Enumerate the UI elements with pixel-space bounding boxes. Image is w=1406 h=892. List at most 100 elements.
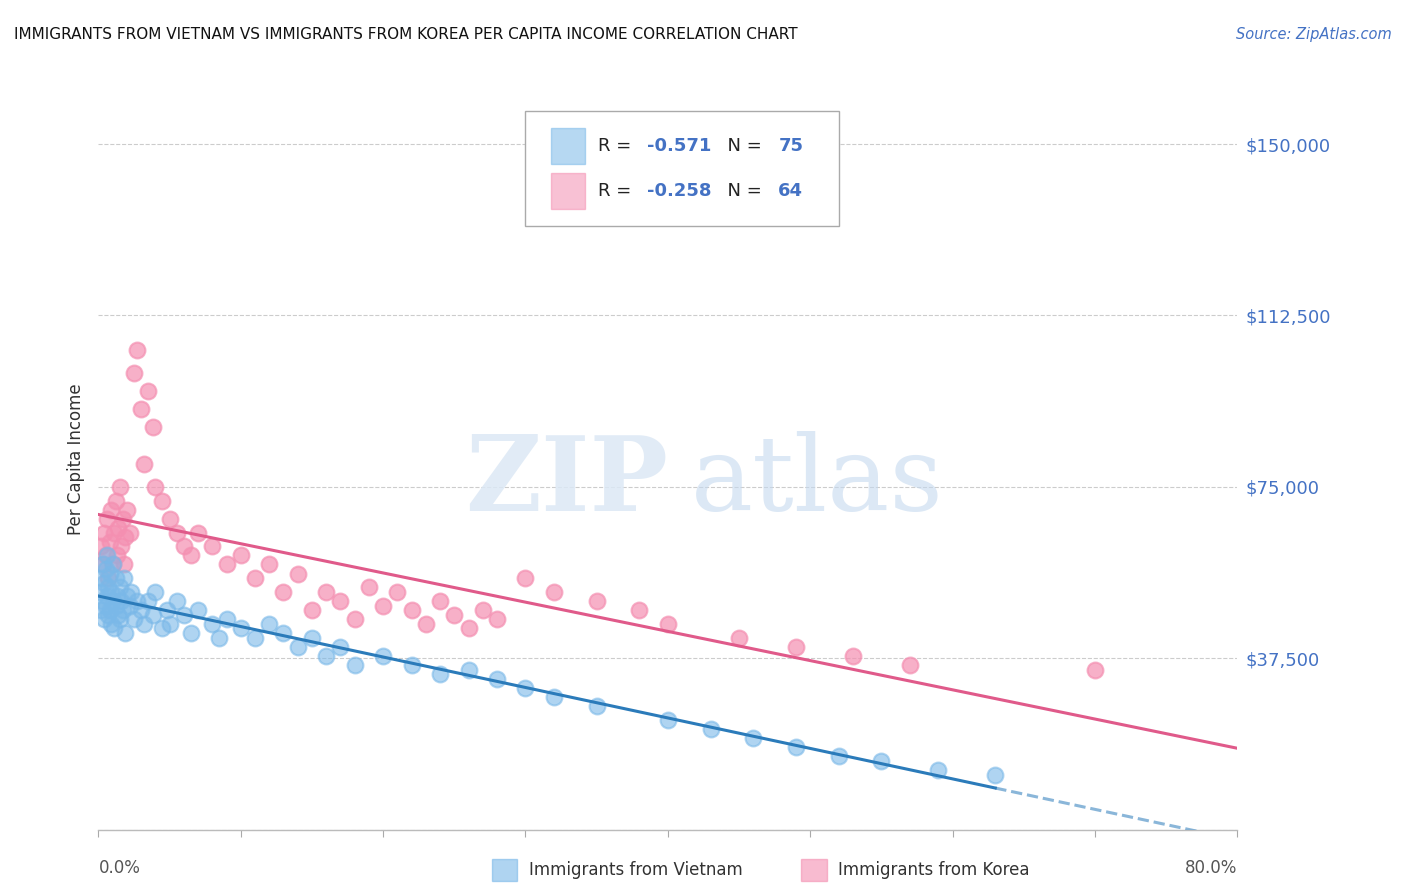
Point — [89, 585, 111, 599]
Point — [98, 566, 121, 581]
Point — [141, 420, 163, 434]
Point — [243, 631, 266, 645]
Point — [984, 768, 1007, 782]
Point — [301, 603, 323, 617]
FancyBboxPatch shape — [526, 112, 839, 227]
Y-axis label: Per Capita Income: Per Capita Income — [67, 384, 86, 535]
Point — [585, 594, 607, 608]
Point — [91, 594, 114, 608]
Point — [785, 740, 807, 755]
Point — [125, 594, 148, 608]
Point — [443, 607, 465, 622]
FancyBboxPatch shape — [551, 128, 585, 164]
Point — [108, 580, 131, 594]
Point — [141, 607, 163, 622]
Point — [103, 525, 125, 540]
Point — [259, 558, 281, 572]
Text: -0.258: -0.258 — [647, 182, 711, 200]
Point — [94, 599, 117, 613]
Point — [112, 558, 135, 572]
Point — [728, 631, 751, 645]
Point — [180, 549, 202, 563]
Point — [457, 622, 479, 636]
Point — [94, 549, 117, 563]
Point — [125, 343, 148, 357]
Point — [120, 585, 142, 599]
Point — [471, 603, 494, 617]
Point — [201, 539, 224, 553]
Point — [100, 502, 122, 516]
Point — [114, 626, 136, 640]
Text: 0.0%: 0.0% — [98, 859, 141, 877]
Point — [180, 626, 202, 640]
Point — [429, 667, 451, 681]
Point — [136, 594, 159, 608]
Point — [108, 480, 131, 494]
Point — [132, 457, 155, 471]
Point — [543, 585, 565, 599]
Point — [329, 640, 352, 654]
Point — [96, 590, 118, 604]
Point — [101, 558, 124, 572]
Point — [870, 754, 893, 768]
Point — [118, 599, 141, 613]
Point — [91, 558, 114, 572]
Point — [129, 402, 152, 417]
Point — [122, 612, 145, 626]
Point — [215, 612, 238, 626]
Point — [173, 539, 195, 553]
Point — [159, 616, 181, 631]
Point — [742, 731, 765, 746]
Point — [90, 603, 112, 617]
Point — [156, 603, 179, 617]
Point — [122, 366, 145, 380]
Point — [97, 607, 120, 622]
Text: N =: N = — [716, 137, 768, 155]
Text: Immigrants from Korea: Immigrants from Korea — [838, 861, 1029, 880]
Point — [401, 658, 423, 673]
Point — [208, 631, 231, 645]
Point — [90, 539, 112, 553]
Point — [927, 763, 949, 777]
Point — [110, 539, 132, 553]
Point — [315, 648, 337, 663]
Point — [108, 612, 131, 626]
Point — [100, 616, 122, 631]
Point — [301, 631, 323, 645]
Point — [114, 530, 136, 544]
Point — [273, 585, 295, 599]
Point — [105, 549, 128, 563]
Point — [429, 594, 451, 608]
Point — [201, 616, 224, 631]
Point — [515, 571, 537, 585]
Point — [229, 549, 252, 563]
Point — [657, 616, 679, 631]
Point — [699, 722, 721, 736]
Point — [93, 575, 115, 590]
Point — [101, 594, 124, 608]
Text: IMMIGRANTS FROM VIETNAM VS IMMIGRANTS FROM KOREA PER CAPITA INCOME CORRELATION C: IMMIGRANTS FROM VIETNAM VS IMMIGRANTS FR… — [14, 27, 797, 42]
Text: Source: ZipAtlas.com: Source: ZipAtlas.com — [1236, 27, 1392, 42]
Point — [94, 562, 117, 576]
Point — [104, 571, 127, 585]
Point — [152, 622, 174, 636]
Point — [657, 713, 679, 727]
Text: 64: 64 — [779, 182, 803, 200]
Point — [373, 648, 395, 663]
Point — [898, 658, 921, 673]
Point — [100, 585, 122, 599]
Point — [243, 571, 266, 585]
Point — [118, 525, 141, 540]
Point — [357, 580, 380, 594]
FancyBboxPatch shape — [551, 173, 585, 209]
Point — [287, 566, 309, 581]
Point — [110, 594, 132, 608]
Point — [115, 590, 138, 604]
Point — [842, 648, 865, 663]
Point — [97, 571, 120, 585]
Point — [343, 658, 366, 673]
Point — [229, 622, 252, 636]
Point — [93, 612, 115, 626]
Point — [104, 599, 127, 613]
Point — [166, 594, 188, 608]
